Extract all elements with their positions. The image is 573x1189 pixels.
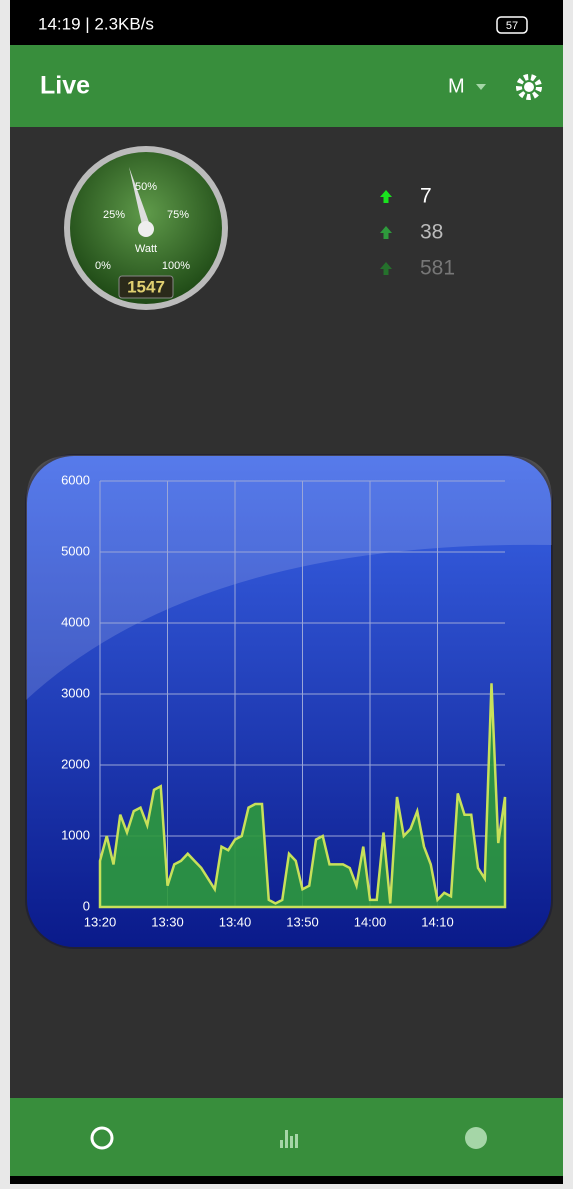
gauge-label: 0% (95, 260, 111, 272)
page: 14:19 | 2.3KB/s 57 Live M 1547 Watt 0% 25… (0, 0, 573, 1184)
y-tick-label: 3000 (61, 685, 90, 700)
x-tick-label: 13:50 (286, 914, 319, 929)
y-tick-label: 0 (83, 898, 90, 913)
stat-value: 7 (420, 185, 432, 208)
gauge-label: 50% (135, 181, 157, 193)
gauge-hub (138, 221, 154, 237)
gauge-unit: Watt (135, 243, 157, 255)
gauge-label: 100% (162, 260, 190, 272)
battery-level: 57 (506, 20, 518, 32)
gauge-reading: 1547 (127, 277, 165, 296)
settings-core[interactable] (524, 82, 534, 92)
screen: 14:19 | 2.3KB/s 57 Live M 1547 Watt 0% 25… (0, 0, 573, 1184)
gauge-label: 75% (167, 209, 189, 221)
menu-selector[interactable]: M (448, 75, 465, 97)
x-tick-label: 14:00 (354, 914, 387, 929)
app-title: Live (40, 72, 90, 100)
gauge-label: 25% (103, 209, 125, 221)
x-tick-label: 14:10 (421, 914, 454, 929)
y-tick-label: 2000 (61, 756, 90, 771)
y-tick-label: 1000 (61, 827, 90, 842)
x-tick-label: 13:40 (219, 914, 252, 929)
nav-info[interactable] (465, 1127, 487, 1149)
x-tick-label: 13:20 (84, 914, 117, 929)
stat-value: 581 (420, 257, 455, 280)
x-tick-label: 13:30 (151, 914, 184, 929)
y-tick-label: 5000 (61, 543, 90, 558)
y-tick-label: 4000 (61, 614, 90, 629)
status-text: 14:19 | 2.3KB/s (38, 14, 154, 33)
y-tick-label: 6000 (61, 472, 90, 487)
stat-value: 38 (420, 221, 443, 244)
